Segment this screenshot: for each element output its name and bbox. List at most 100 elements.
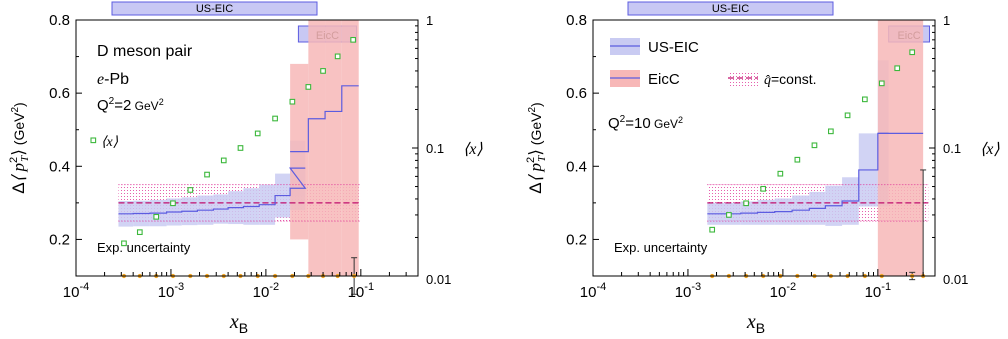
x-tick-label: 10-3	[158, 281, 184, 301]
y-axis-sub: T	[19, 155, 31, 162]
x-tick-exponent: -2	[786, 281, 796, 293]
y-axis-sup: 2	[525, 157, 537, 163]
x-avg-point	[909, 49, 916, 56]
y-tick-label: 0.4	[566, 158, 587, 175]
eicc-step-line	[290, 85, 359, 153]
x-tick-exponent: -4	[79, 281, 89, 293]
x-tick-base: 10	[253, 284, 270, 301]
y-axis-title: Δ⟨ p2T⟩ (GeV2)	[525, 102, 548, 193]
x-tick-exponent: -1	[364, 281, 374, 293]
y-axis-unit: (GeV	[11, 112, 27, 149]
y-axis-title: Δ⟨ p2T⟩ (GeV2)	[8, 102, 31, 193]
x-avg-point	[777, 170, 784, 177]
x-tick-label: 10-1	[865, 281, 891, 301]
annotation-collision-rest: -Pb	[104, 71, 129, 88]
x-avg-point	[170, 200, 176, 207]
legend-eicc-label: EicC	[648, 71, 680, 88]
legend-qhat-var: q̂	[764, 73, 771, 88]
x-tick-base: 10	[865, 284, 882, 301]
annotation-q2: Q2=10 GeV2	[608, 114, 683, 132]
annotation-exp-uncertainty: Exp. uncertainty	[97, 240, 191, 255]
legend-qhat-rest: =const.	[771, 71, 817, 87]
x-avg-point	[760, 185, 767, 192]
annotation-q2-unit-sup: 2	[159, 97, 164, 107]
y-axis-sub: T	[536, 155, 548, 162]
right-y-tick-label: 1	[943, 13, 950, 28]
x-avg-point	[862, 96, 868, 103]
right-y-tick-label: 0.01	[426, 272, 451, 287]
x-tick-base: 10	[580, 284, 597, 301]
y-axis-delta: Δ	[9, 182, 28, 193]
x-avg-point	[794, 156, 801, 163]
x-avg-point	[136, 229, 143, 236]
x-tick-exponent: -4	[596, 281, 606, 293]
x-avg-point	[237, 145, 244, 151]
y-axis-var: ⟨ p	[526, 163, 545, 182]
annotation-q2-main: Q	[608, 115, 620, 132]
x-axis-var: x	[229, 311, 239, 333]
y-tick-label: 0.8	[49, 12, 70, 29]
x-avg-point	[204, 171, 210, 178]
x-avg-point	[334, 53, 341, 60]
us-eic-step-line	[118, 167, 307, 215]
annotation-q2-unit-sup: 2	[678, 115, 683, 125]
x-axis-title: xB	[229, 311, 248, 336]
annotation-q2-sup: 2	[620, 114, 626, 125]
x-avg-point	[187, 187, 194, 193]
chart-panel-right: US-EICEicC0.20.40.60.810-410-310-210-10.…	[525, 1, 1000, 336]
x-avg-point	[709, 226, 716, 233]
y-axis-unit-close: )	[528, 102, 544, 107]
x-avg-point	[894, 65, 901, 72]
x-tick-exponent: -3	[174, 281, 184, 293]
x-avg-point	[320, 68, 326, 74]
annotation-q2-main: Q	[97, 97, 109, 114]
right-axis-title: ⟨x⟩	[463, 141, 483, 158]
y-axis-delta: Δ	[526, 182, 545, 193]
coverage-bar-label: US-EIC	[196, 3, 233, 15]
legend-x-avg-label: ⟨x⟩	[101, 135, 119, 150]
right-y-tick-label: 0.01	[943, 272, 968, 287]
x-avg-point	[828, 128, 834, 135]
y-tick-label: 0.8	[566, 12, 587, 29]
x-tick-label: 10-3	[675, 281, 701, 301]
y-axis-unit-sup: 2	[527, 107, 538, 113]
x-avg-point	[121, 240, 127, 247]
y-tick-label: 0.4	[49, 158, 70, 175]
right-axis-title: ⟨x⟩	[980, 141, 1000, 158]
right-y-tick-label: 0.1	[943, 141, 961, 156]
x-avg-point	[254, 130, 261, 137]
x-tick-base: 10	[770, 284, 787, 301]
x-axis-sub: B	[239, 320, 248, 336]
x-avg-point	[272, 115, 278, 122]
x-avg-point	[153, 213, 160, 220]
annotation-q2-unit: GeV	[651, 117, 678, 131]
coverage-bar-useic	[627, 1, 834, 16]
annotation-process: D meson pair	[97, 43, 193, 60]
x-axis-var: x	[746, 311, 756, 333]
annotation-q2: Q2=2 GeV2	[97, 96, 164, 114]
y-tick-label: 0.2	[566, 231, 587, 248]
annotation-q2-unit: GeV	[131, 99, 158, 113]
x-tick-label: 10-2	[770, 281, 796, 301]
x-avg-point	[743, 200, 749, 207]
y-axis-unit: (GeV	[528, 112, 544, 149]
x-avg-point	[289, 98, 296, 105]
annotation-q2-val: =2	[114, 97, 131, 114]
x-avg-point	[878, 80, 885, 87]
y-axis-bracket: ⟩	[9, 149, 28, 156]
y-axis-var: ⟨ p	[9, 163, 28, 182]
y-tick-label: 0.6	[566, 85, 587, 102]
annotation-collision: e-Pb	[97, 71, 129, 88]
x-avg-point	[305, 84, 312, 90]
coverage-bar-useic	[111, 1, 318, 16]
y-axis-unit-sup: 2	[10, 107, 21, 113]
eicc-band-bin	[308, 20, 326, 276]
x-tick-label: 10-1	[348, 281, 374, 301]
y-axis-bracket: ⟩	[526, 149, 545, 156]
x-tick-base: 10	[675, 284, 692, 301]
right-y-tick-label: 1	[426, 13, 433, 28]
us-eic-step-line	[707, 132, 889, 215]
coverage-bar-label: US-EIC	[712, 3, 749, 15]
y-tick-label: 0.2	[49, 231, 70, 248]
